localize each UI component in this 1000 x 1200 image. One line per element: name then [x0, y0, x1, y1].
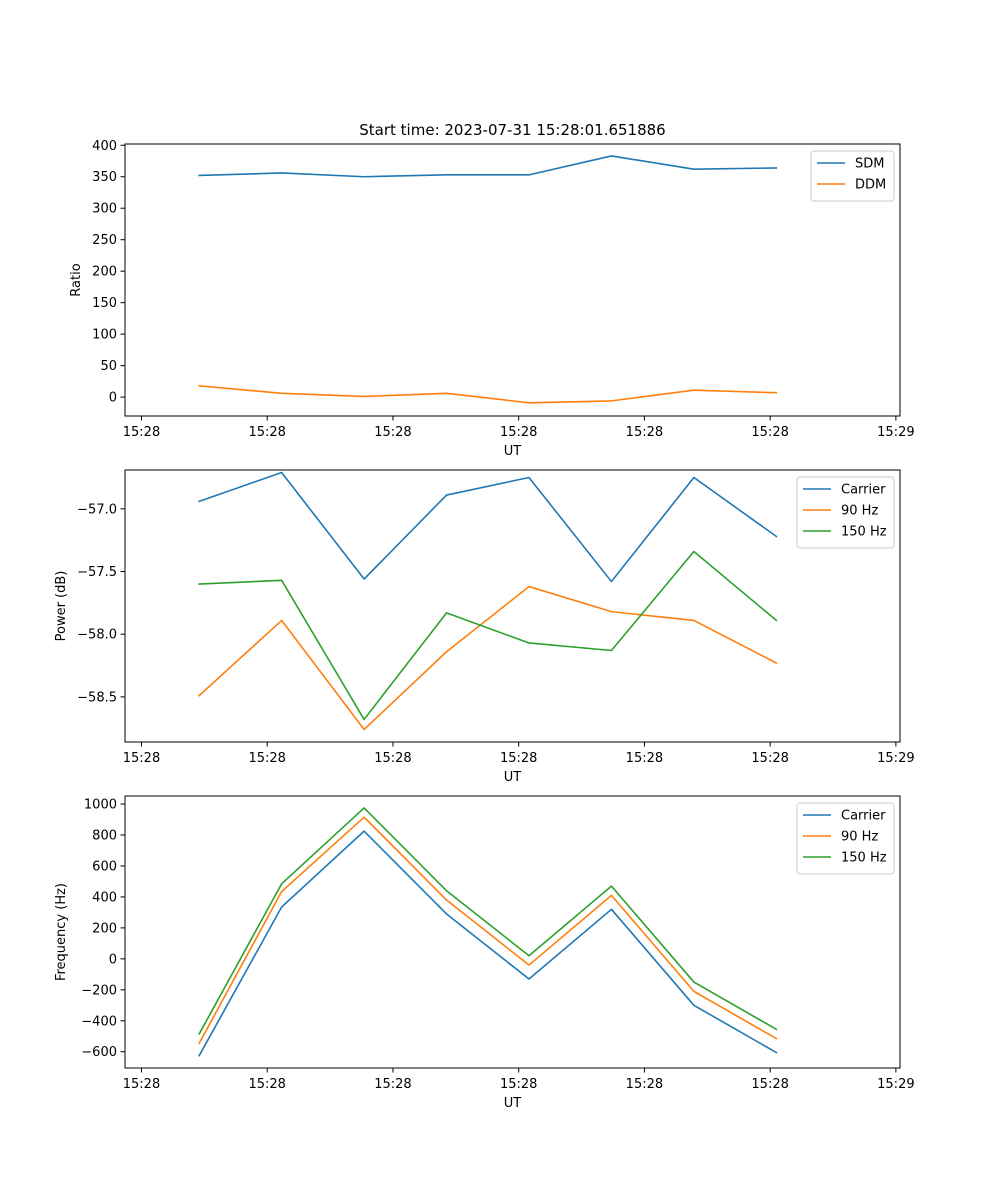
- y-tick-label: −58.5: [77, 690, 117, 705]
- x-tick-label: 15:28: [248, 425, 285, 440]
- y-tick-label: −600: [81, 1045, 117, 1060]
- legend-entry: 150 Hz: [841, 525, 887, 540]
- axes-frame: [124, 469, 901, 743]
- legend-entry: 90 Hz: [841, 830, 878, 845]
- x-tick-label: 15:28: [500, 425, 537, 440]
- legend-entry: Carrier: [841, 809, 886, 824]
- legend: SDM DDM: [810, 150, 895, 202]
- legend-entry: Carrier: [841, 483, 886, 498]
- y-tick-label: 400: [92, 890, 117, 905]
- legend-entry: 150 Hz: [841, 851, 887, 866]
- legend-entry: DDM: [855, 178, 886, 193]
- x-axis-label: UT: [504, 1096, 522, 1111]
- x-tick-label: 15:28: [374, 1077, 411, 1092]
- y-tick-label: 800: [92, 829, 117, 844]
- legend: Carrier 90 Hz 150 Hz: [796, 476, 895, 549]
- series-line-90-hz: [198, 816, 778, 1045]
- x-tick-label: 15:28: [123, 1077, 160, 1092]
- y-tick-label: −57.0: [77, 502, 117, 517]
- series-line-carrier: [198, 830, 778, 1057]
- x-tick-label: 15:28: [751, 425, 788, 440]
- x-tick-label: 15:28: [123, 425, 160, 440]
- y-axis-label: Power (dB): [54, 571, 69, 642]
- x-tick-label: 15:28: [374, 751, 411, 766]
- x-axis-label: UT: [504, 444, 522, 459]
- chart-panel-1: 15:28 15:28 15:28 15:28 15:28 15:28 15:29 0 50 10…: [69, 139, 915, 459]
- series-line-ddm: [198, 384, 778, 404]
- x-tick-label: 15:29: [877, 1077, 914, 1092]
- x-tick-label: 15:28: [626, 1077, 663, 1092]
- chart-panel-2: 15:28 15:28 15:28 15:28 15:28 15:28 15:29 −58.5…: [54, 469, 915, 785]
- x-tick-label: 15:28: [374, 425, 411, 440]
- x-tick-label: 15:28: [248, 751, 285, 766]
- y-tick-label: 200: [92, 921, 117, 936]
- y-tick-label: −400: [81, 1014, 117, 1029]
- x-tick-label: 15:28: [123, 751, 160, 766]
- charts-container: 15:28 15:28 15:28 15:28 15:28 15:28 15:29 0 50 10…: [54, 139, 915, 1111]
- x-tick-label: 15:28: [500, 1077, 537, 1092]
- x-tick-label: 15:29: [877, 425, 914, 440]
- legend-entry: SDM: [855, 157, 884, 172]
- chart-panel-3: 15:28 15:28 15:28 15:28 15:28 15:28 15:29 −600 −…: [54, 795, 915, 1111]
- y-tick-label: 350: [92, 170, 117, 185]
- axes-frame: [124, 795, 901, 1069]
- x-axis-label: UT: [504, 770, 522, 785]
- y-tick-label: 600: [92, 859, 117, 874]
- chart-title: Start time: 2023-07-31 15:28:01.651886: [359, 121, 665, 139]
- series-line-150-hz: [198, 807, 778, 1036]
- x-tick-label: 15:28: [500, 751, 537, 766]
- y-tick-label: 0: [109, 391, 117, 406]
- x-tick-label: 15:28: [751, 751, 788, 766]
- series-line-sdm: [198, 155, 778, 178]
- y-tick-label: 1000: [84, 798, 117, 813]
- y-tick-label: −57.5: [77, 565, 117, 580]
- x-tick-label: 15:28: [248, 1077, 285, 1092]
- series-line-150-hz: [198, 550, 778, 721]
- series-line-90-hz: [198, 585, 778, 731]
- y-axis-label: Frequency (Hz): [54, 883, 69, 981]
- y-tick-label: −58.0: [77, 628, 117, 643]
- legend-entry: 90 Hz: [841, 504, 878, 519]
- y-tick-label: 100: [92, 328, 117, 343]
- y-axis-label: Ratio: [69, 263, 84, 296]
- x-tick-label: 15:28: [626, 425, 663, 440]
- y-tick-label: 250: [92, 233, 117, 248]
- y-tick-label: 150: [92, 296, 117, 311]
- y-tick-label: 400: [92, 139, 117, 154]
- x-tick-label: 15:29: [877, 751, 914, 766]
- legend: Carrier 90 Hz 150 Hz: [796, 802, 895, 875]
- y-tick-label: 50: [100, 359, 117, 374]
- y-tick-label: 0: [109, 952, 117, 967]
- y-tick-label: −200: [81, 983, 117, 998]
- series-line-carrier: [198, 471, 778, 583]
- y-tick-label: 200: [92, 265, 117, 280]
- y-tick-label: 300: [92, 202, 117, 217]
- x-tick-label: 15:28: [751, 1077, 788, 1092]
- axes-frame: [124, 143, 901, 417]
- x-tick-label: 15:28: [626, 751, 663, 766]
